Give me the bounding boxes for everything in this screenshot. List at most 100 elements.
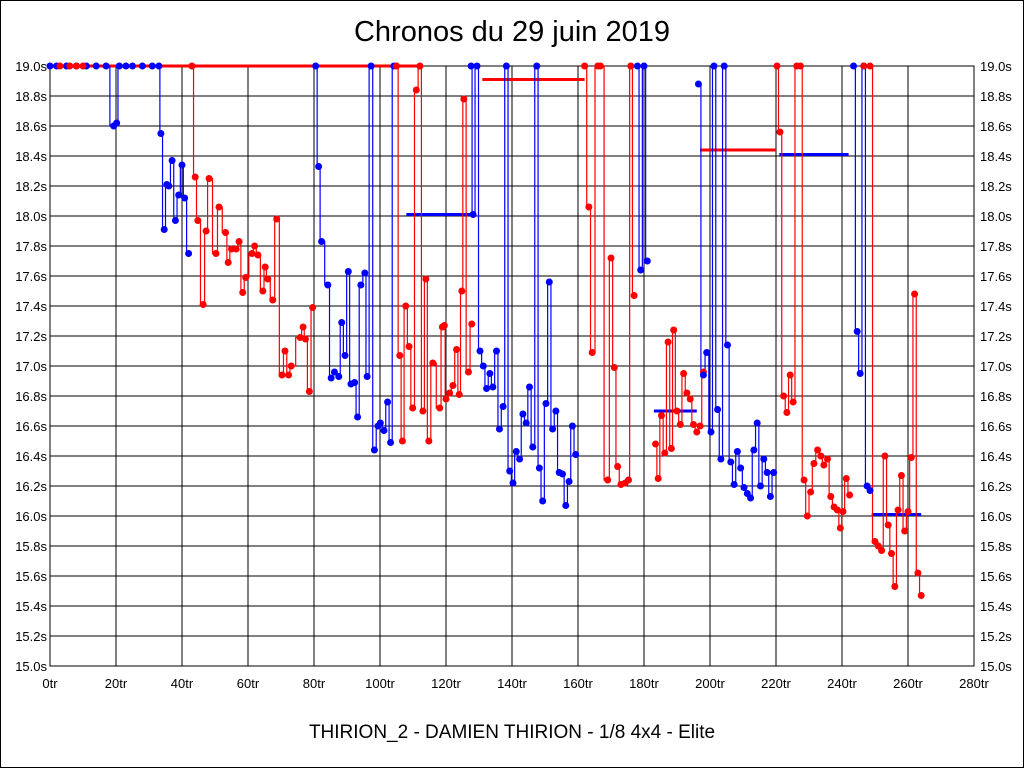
data-point	[202, 227, 210, 235]
data-point	[489, 383, 497, 391]
average-lines	[50, 64, 922, 516]
data-point	[387, 439, 395, 446]
data-point	[860, 62, 868, 70]
data-point	[171, 217, 179, 224]
data-point	[402, 302, 410, 310]
data-point	[506, 467, 514, 475]
chart-title: Chronos du 29 juin 2019	[353, 16, 670, 48]
data-point	[581, 62, 589, 70]
data-point	[181, 194, 189, 202]
x-tick-label: 160tr	[563, 676, 593, 691]
data-point	[269, 296, 277, 304]
data-point	[160, 226, 168, 233]
data-point	[850, 62, 858, 70]
data-point	[476, 347, 484, 355]
series-line-red-4	[655, 329, 704, 480]
data-point	[398, 437, 406, 445]
data-point	[539, 497, 547, 505]
data-point	[690, 421, 697, 428]
data-point	[673, 407, 681, 415]
data-point	[512, 448, 520, 455]
series-line-blue-2	[315, 65, 394, 451]
data-point	[351, 379, 359, 386]
data-point	[449, 382, 457, 389]
x-tick-label: 40tr	[171, 676, 194, 691]
data-point	[327, 374, 335, 382]
data-point	[878, 547, 886, 554]
data-point	[357, 281, 365, 289]
data-point	[585, 203, 593, 211]
data-point	[129, 62, 136, 70]
data-point	[405, 343, 413, 350]
data-point	[92, 62, 100, 70]
data-point	[273, 215, 281, 223]
y-tick-label-right: 17.2s	[980, 329, 1012, 344]
data-point	[215, 203, 223, 211]
x-axis-ticks: 0tr 20tr 40tr 60tr 80tr 100tr 120tr 140tr 160tr 1…	[42, 676, 989, 691]
data-point	[535, 464, 543, 472]
y-tick-label-right: 15.2s	[980, 629, 1012, 644]
data-point	[763, 469, 771, 476]
chart-subtitle: THIRION_2 - DAMIEN THIRION - 1/8 4x4 - E…	[308, 722, 716, 743]
data-point	[254, 251, 262, 259]
data-point	[568, 422, 576, 430]
data-point	[66, 62, 74, 70]
data-point	[866, 62, 874, 70]
data-point	[562, 502, 570, 509]
data-point	[429, 359, 437, 367]
data-point	[318, 238, 326, 245]
data-point	[727, 458, 735, 466]
data-point	[446, 389, 454, 397]
data-point	[354, 413, 362, 421]
y-tick-label-right: 15.4s	[980, 599, 1012, 614]
x-tick-label: 240tr	[827, 676, 857, 691]
data-point	[703, 349, 711, 356]
data-point	[222, 229, 230, 236]
data-point	[199, 301, 207, 308]
y-tick-label-right: 18.0s	[980, 209, 1012, 224]
y-tick-label-left: 18.2s	[15, 179, 47, 194]
data-point	[483, 385, 491, 392]
data-point	[652, 440, 660, 448]
data-point	[565, 478, 573, 485]
y-tick-label-left: 16.2s	[15, 479, 47, 494]
data-point	[627, 62, 635, 70]
data-point	[783, 409, 791, 416]
y-tick-label-left: 15.4s	[15, 599, 47, 614]
series-line-blue-1	[50, 65, 189, 255]
y-tick-label-right: 18.6s	[980, 119, 1012, 134]
data-point	[224, 259, 232, 266]
data-point	[232, 245, 240, 253]
series-line-blue-6	[853, 65, 871, 492]
data-point	[657, 412, 665, 419]
x-tick-label: 80tr	[303, 676, 326, 691]
data-point	[175, 191, 183, 199]
data-point	[251, 242, 259, 250]
data-point	[558, 470, 566, 478]
y-tick-label-left: 15.8s	[15, 539, 47, 554]
data-point	[479, 362, 487, 370]
x-tick-label: 140tr	[497, 676, 527, 691]
y-tick-label-right: 17.8s	[980, 239, 1012, 254]
y-axis-ticks-left: 19.0s 18.8s 18.6s 18.4s 18.2s 18.0s 17.8s 17.6s…	[15, 59, 47, 674]
data-point	[786, 371, 794, 379]
y-tick-label-right: 16.0s	[980, 509, 1012, 524]
x-tick-label: 60tr	[237, 676, 260, 691]
data-point	[881, 452, 889, 460]
data-point	[917, 592, 925, 599]
y-tick-label-left: 18.6s	[15, 119, 47, 134]
data-point	[363, 373, 371, 380]
data-point	[486, 370, 494, 377]
y-tick-label-right: 16.4s	[980, 449, 1012, 464]
data-point	[750, 446, 758, 454]
data-point	[330, 368, 338, 376]
y-tick-label-right: 18.4s	[980, 149, 1012, 164]
series-line-red-5	[776, 65, 850, 529]
data-point	[533, 62, 541, 70]
data-point	[630, 292, 638, 299]
y-tick-label-left: 19.0s	[15, 59, 47, 74]
data-point	[607, 254, 615, 262]
data-point	[46, 62, 54, 70]
data-point	[814, 446, 822, 454]
data-point	[185, 250, 193, 257]
